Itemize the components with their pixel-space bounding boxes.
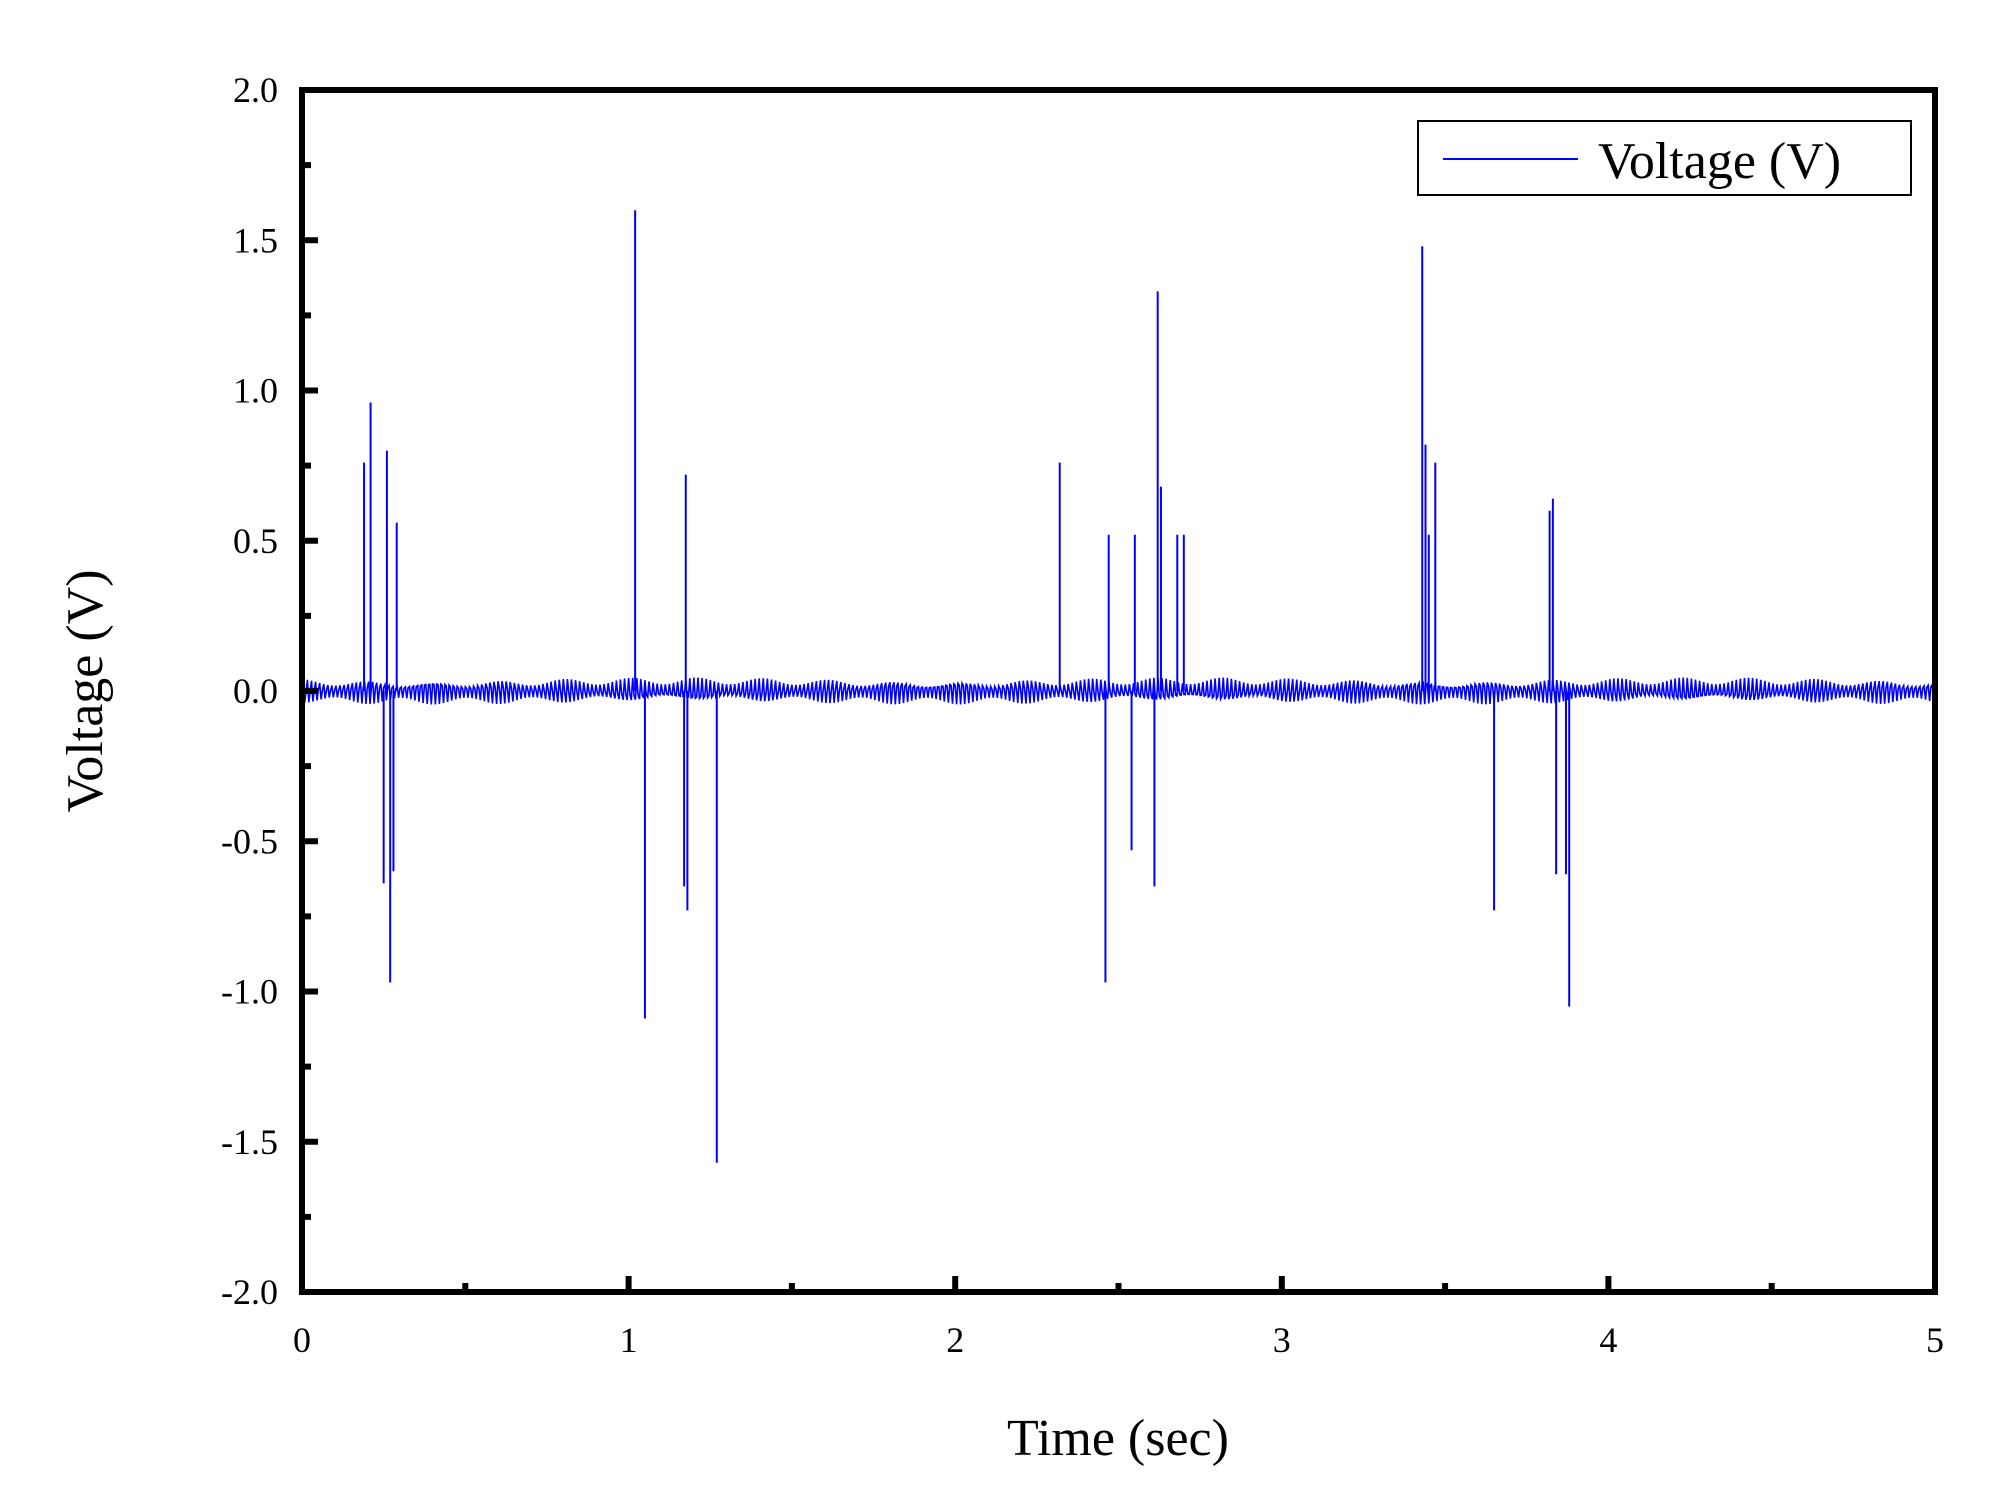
plot-frame	[299, 87, 1938, 1295]
y-tick-label: -2.0	[221, 1272, 278, 1312]
axes: 0 1 2 3 4 5 -2.0 -1.5 -1.0 -0.5 0.0 0.5 1.0 1.5 2.0	[221, 70, 1944, 1360]
legend-label: Voltage (V)	[1598, 133, 1841, 190]
x-axis-title: Time (sec)	[1007, 1410, 1229, 1467]
y-tick-label: -1.5	[221, 1122, 278, 1162]
series-baseline-line	[301, 677, 1936, 705]
x-tick-label: 3	[1273, 1320, 1291, 1360]
x-tick-label: 2	[946, 1320, 964, 1360]
y-tick-label: 2.0	[233, 70, 278, 110]
y-axis-title: Voltage (V)	[57, 569, 114, 812]
y-tick-label: -1.0	[221, 972, 278, 1012]
y-tick-label: 1.0	[233, 371, 278, 411]
x-tick-label: 0	[293, 1320, 311, 1360]
plot-area	[301, 210, 1936, 1163]
y-tick-label: 0.0	[233, 671, 278, 711]
x-tick-label: 1	[620, 1320, 638, 1360]
x-tick-label: 4	[1599, 1320, 1617, 1360]
y-tick-label: -0.5	[221, 821, 278, 861]
legend: Voltage (V)	[1417, 120, 1912, 196]
y-tick-label: 0.5	[233, 521, 278, 561]
y-tick-label: 1.5	[233, 220, 278, 260]
x-tick-label: 5	[1926, 1320, 1944, 1360]
